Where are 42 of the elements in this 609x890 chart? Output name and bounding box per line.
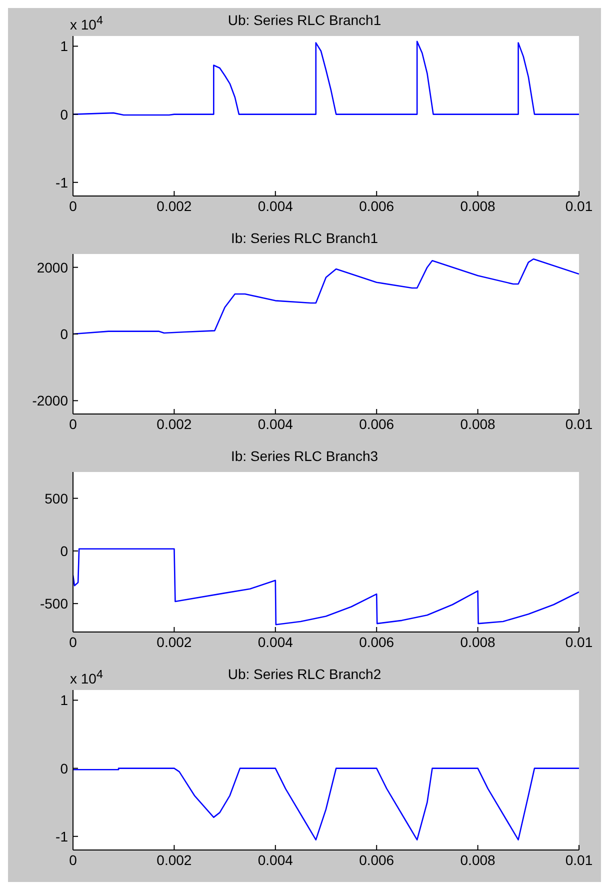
chart-title: Ub: Series RLC Branch2 [228, 666, 382, 682]
chart-title: Ub: Series RLC Branch1 [228, 12, 382, 28]
x-tick-label: 0.008 [460, 198, 496, 214]
text: x 10$^{4}$ [70, 668, 103, 687]
y-tick-label: -1 [56, 828, 68, 844]
x-tick-label: 0.008 [460, 416, 496, 432]
x-tick-label: 0.002 [156, 852, 192, 868]
x-tick-label: 0.01 [565, 852, 593, 868]
chart-title: Ib: Series RLC Branch3 [230, 448, 380, 464]
x-tick-label: 0.004 [258, 634, 294, 650]
x-tick-label: 0.01 [565, 198, 593, 214]
line-series [73, 40, 579, 116]
y-tick-label: 1 [60, 692, 68, 708]
x-tick-label: 0.002 [156, 198, 192, 214]
x-tick-label: 0.008 [460, 852, 496, 868]
y-tick-label: 0 [60, 326, 68, 342]
x-tick-label: 0.004 [258, 198, 294, 214]
y-tick-label: -500 [40, 596, 68, 612]
line-series [73, 548, 579, 626]
x-tick-label: 0.004 [258, 852, 294, 868]
y-tick-label: 0 [60, 542, 68, 559]
y-tick-label: 2000 [36, 259, 68, 276]
x-tick-label: 0.008 [460, 634, 496, 650]
y-tick-label: 0 [60, 760, 68, 776]
x-tick-label: 0.006 [359, 416, 394, 432]
y-tick-label: 1 [60, 38, 68, 54]
x-tick-label: 0.006 [359, 634, 394, 650]
text: x 10$^{4}$ [70, 14, 103, 33]
x-tick-label: 0.006 [359, 198, 394, 214]
x-tick-label: 0.01 [565, 416, 593, 432]
x-tick-label: 0.002 [156, 634, 192, 650]
chart-title: Ib: Series RLC Branch1 [230, 230, 380, 246]
line-series [73, 258, 579, 335]
x-tick-label: 0.006 [359, 852, 394, 868]
x-tick-label: 0.01 [565, 634, 593, 650]
y-tick-label: -1 [56, 174, 68, 190]
y-tick-label: -2000 [32, 392, 68, 409]
x-tick-label: 0.002 [156, 416, 192, 432]
x-tick-label: 0.004 [258, 416, 294, 432]
y-tick-label: 500 [44, 490, 68, 506]
line-series [73, 768, 579, 840]
y-tick-label: 0 [60, 106, 68, 122]
